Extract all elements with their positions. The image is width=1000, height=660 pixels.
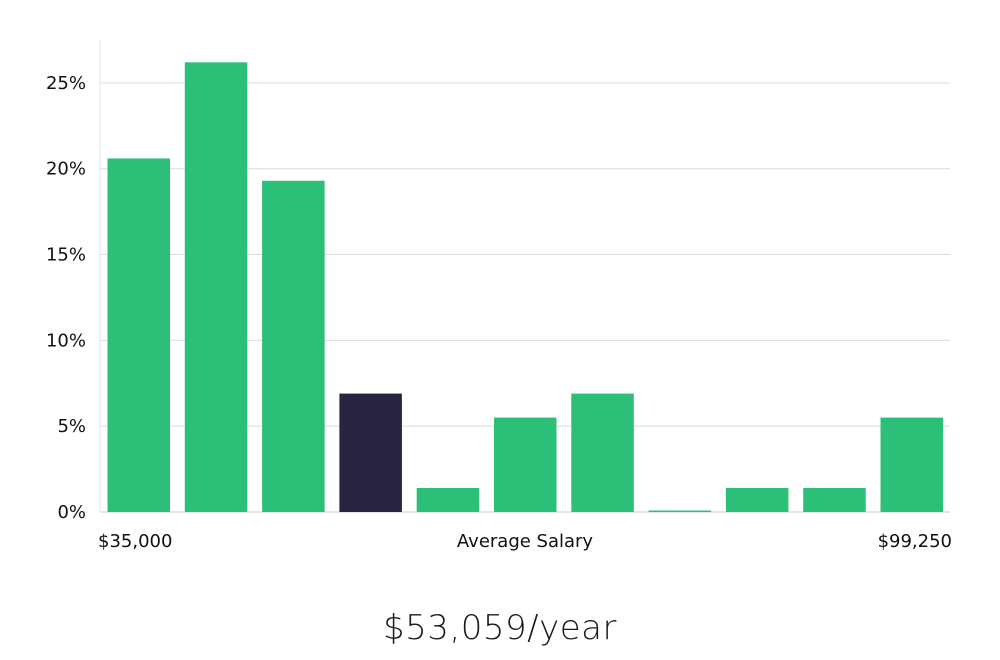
- salary-histogram: 0%5%10%15%20%25% $35,000 Average Salary …: [46, 40, 952, 552]
- bar: [262, 180, 325, 512]
- y-tick-label: 25%: [46, 73, 86, 94]
- bar-highlighted: [339, 393, 402, 512]
- bar: [803, 487, 866, 512]
- bar: [184, 62, 248, 512]
- bar: [107, 158, 170, 513]
- y-tick-label: 5%: [57, 416, 86, 437]
- x-axis-title: Average Salary: [457, 531, 594, 552]
- y-tick-label: 20%: [46, 159, 86, 180]
- y-tick-label: 0%: [57, 502, 86, 523]
- y-tick-labels: 0% 5% 10% 15% 20% 25%: [46, 73, 86, 523]
- average-salary-value: $53,059/year: [383, 608, 617, 648]
- bars: [107, 62, 943, 513]
- bar: [494, 417, 557, 512]
- bar: [416, 487, 480, 512]
- bar: [571, 393, 634, 512]
- y-tick-label: 10%: [46, 330, 86, 351]
- bar: [880, 417, 943, 512]
- x-max-label: $99,250: [878, 531, 952, 552]
- y-tick-label: 15%: [46, 245, 86, 266]
- bar: [648, 510, 712, 512]
- x-min-label: $35,000: [98, 531, 172, 552]
- bar: [725, 487, 789, 512]
